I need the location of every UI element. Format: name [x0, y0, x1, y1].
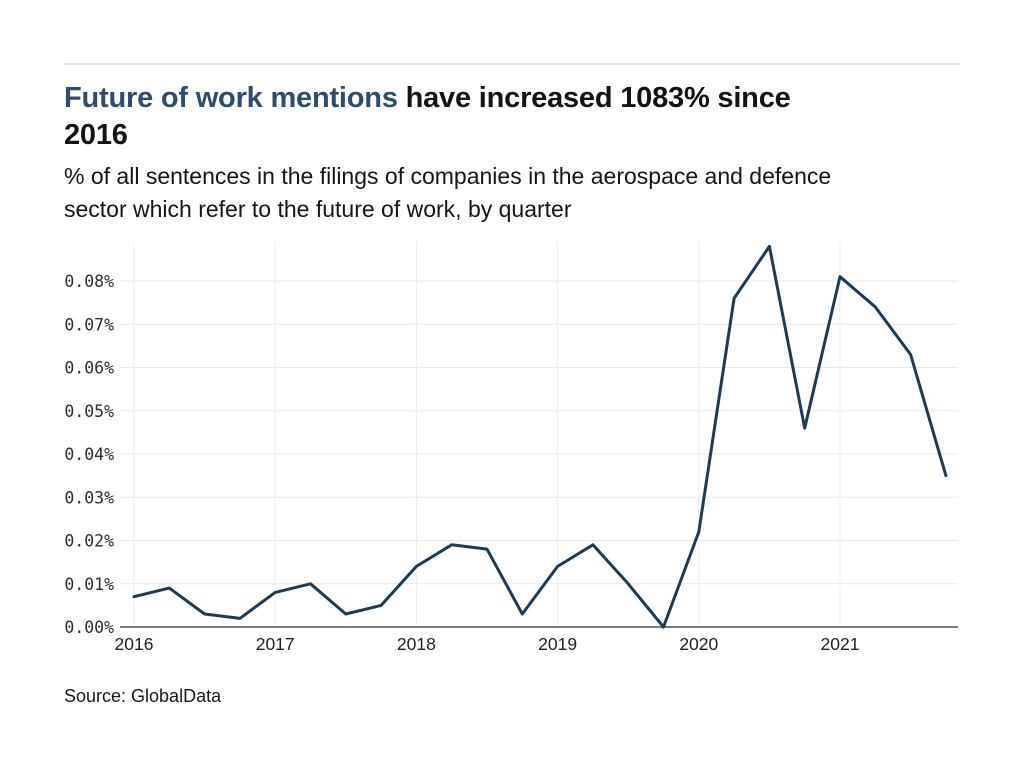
line-chart: 0.00% 0.01% 0.02% 0.03% 0.04% 0.05% 0.06% 0.07%…: [0, 225, 1024, 685]
page-title: Future of work mentions have increased 1…: [64, 80, 964, 154]
y-axis-tick-label: 0.06%: [64, 359, 114, 378]
chart-canvas: 0.00% 0.01% 0.02% 0.03% 0.04% 0.05% 0.06% 0.07%…: [64, 241, 958, 654]
y-axis-tick-label: 0.04%: [64, 445, 114, 464]
x-axis-tick-label: 2021: [821, 634, 860, 654]
y-axis-tick-label: 0.03%: [64, 488, 114, 507]
y-axis-tick-label: 0.01%: [64, 575, 114, 594]
x-axis-tick-label: 2019: [538, 634, 577, 654]
source-note: Source: GlobalData: [64, 686, 222, 706]
top-divider: [64, 63, 960, 65]
x-axis-tick-label: 2018: [397, 634, 436, 654]
y-axis-tick-label: 0.08%: [64, 272, 114, 291]
title-line-2: 2016: [64, 119, 128, 151]
y-axis-tick-label: 0.07%: [64, 315, 114, 334]
title-highlight: Future of work mentions: [64, 82, 398, 114]
title-rest: have increased 1083% since: [397, 82, 791, 114]
y-axis-tick-label: 0.05%: [64, 402, 114, 421]
title-line-1: Future of work mentions have increased 1…: [64, 80, 964, 117]
data-line: [132, 244, 948, 629]
chart-subtitle: % of all sentences in the filings of com…: [64, 160, 984, 226]
subtitle-line-2: sector which refer to the future of work…: [64, 196, 572, 222]
y-axis-tick-label: 0.00%: [64, 618, 114, 637]
y-axis-tick-label: 0.02%: [64, 532, 114, 551]
x-axis-tick-label: 2017: [256, 634, 295, 654]
x-axis-tick-label: 2020: [679, 634, 718, 654]
x-axis-tick-label: 2016: [115, 634, 154, 654]
subtitle-line-1: % of all sentences in the filings of com…: [64, 163, 832, 189]
